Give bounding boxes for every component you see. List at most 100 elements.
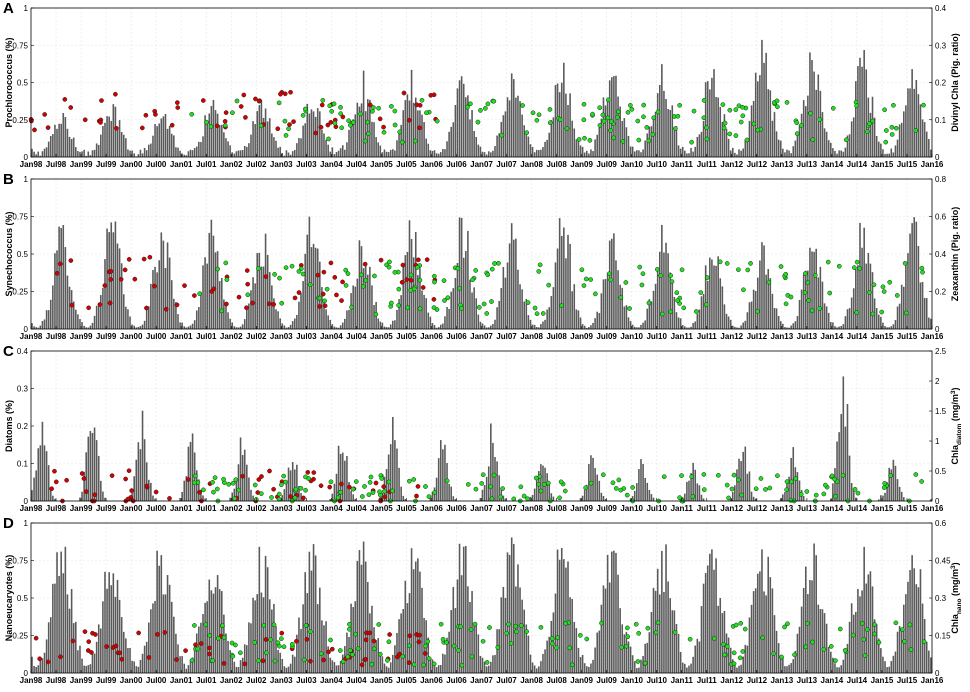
x-tick-label: Jul98 bbox=[46, 504, 67, 513]
data-bar bbox=[767, 556, 770, 673]
y-tick-label-left: 0.75 bbox=[12, 41, 28, 50]
data-bar bbox=[135, 666, 138, 673]
data-bar bbox=[581, 146, 584, 157]
data-bar bbox=[892, 655, 895, 673]
data-bar bbox=[704, 573, 707, 673]
data-point-green bbox=[432, 273, 437, 279]
data-point-red bbox=[377, 116, 383, 122]
data-bar bbox=[625, 631, 628, 673]
data-bar bbox=[162, 116, 165, 157]
data-bar bbox=[266, 121, 269, 157]
data-bar bbox=[233, 326, 236, 329]
data-bar bbox=[861, 247, 863, 329]
data-point-green bbox=[813, 492, 819, 498]
data-bar bbox=[467, 586, 469, 673]
data-bar bbox=[373, 122, 375, 157]
data-bar bbox=[139, 659, 142, 673]
data-bar bbox=[189, 441, 192, 501]
data-point-green bbox=[370, 490, 376, 495]
data-bar bbox=[909, 570, 911, 673]
data-point-green bbox=[236, 487, 242, 493]
data-point-green bbox=[637, 264, 643, 270]
data-bar bbox=[923, 122, 926, 157]
x-tick-label: Jan16 bbox=[921, 332, 944, 341]
data-point-red bbox=[98, 120, 103, 125]
data-bar bbox=[671, 105, 674, 157]
data-bar bbox=[915, 584, 918, 673]
x-tick-label: Jan08 bbox=[520, 504, 543, 513]
data-point-green bbox=[455, 266, 461, 271]
data-bar bbox=[396, 632, 398, 673]
data-bar bbox=[79, 319, 81, 329]
data-bar bbox=[542, 321, 544, 329]
data-bar bbox=[629, 498, 632, 501]
data-bar bbox=[110, 585, 113, 673]
data-bar bbox=[235, 666, 238, 673]
data-point-green bbox=[871, 282, 877, 288]
data-bar bbox=[711, 549, 713, 673]
data-bar bbox=[385, 151, 388, 157]
data-point-green bbox=[377, 651, 383, 657]
x-tick-label: Jul05 bbox=[396, 676, 417, 685]
data-point-green bbox=[920, 269, 925, 275]
data-point-green bbox=[921, 102, 926, 108]
data-bar bbox=[467, 95, 469, 157]
data-bar bbox=[229, 145, 231, 157]
data-bar bbox=[880, 648, 882, 673]
data-bar bbox=[857, 265, 859, 329]
y-axis-label-right: Zeaxanthin (Pig. ratio) bbox=[950, 207, 960, 302]
data-point-green bbox=[396, 286, 402, 292]
data-point-green bbox=[326, 136, 331, 142]
data-bar bbox=[154, 266, 156, 329]
data-bar bbox=[888, 327, 890, 329]
data-point-green bbox=[281, 644, 287, 650]
x-tick-label: Jan07 bbox=[470, 676, 493, 685]
data-point-red bbox=[45, 659, 51, 665]
data-bar bbox=[439, 440, 442, 501]
data-bar bbox=[702, 498, 705, 501]
data-bar bbox=[125, 138, 127, 157]
data-bar bbox=[504, 597, 507, 673]
data-bar bbox=[206, 263, 208, 329]
data-bar bbox=[604, 105, 607, 157]
data-point-green bbox=[872, 631, 877, 637]
data-point-red bbox=[109, 473, 115, 478]
data-bar bbox=[45, 147, 48, 157]
data-bar bbox=[150, 143, 152, 157]
y-tick-label-left: 0.25 bbox=[12, 288, 28, 297]
data-point-green bbox=[303, 487, 308, 493]
data-bar bbox=[600, 293, 603, 329]
data-bar bbox=[921, 281, 924, 329]
data-point-green bbox=[913, 128, 919, 133]
data-bar bbox=[890, 661, 893, 673]
data-bar bbox=[721, 286, 724, 329]
data-bar bbox=[913, 568, 916, 673]
data-bar bbox=[669, 272, 671, 329]
data-bar bbox=[865, 263, 868, 329]
x-tick-label: Jan03 bbox=[270, 160, 293, 169]
y-tick-label-left: 0.75 bbox=[12, 213, 28, 222]
data-bar bbox=[248, 303, 250, 329]
data-bar bbox=[120, 617, 123, 673]
data-bar bbox=[252, 495, 254, 501]
data-bar bbox=[237, 327, 240, 329]
data-bar bbox=[788, 664, 790, 673]
data-point-green bbox=[687, 636, 693, 642]
data-point-green bbox=[419, 97, 425, 103]
data-point-green bbox=[888, 473, 894, 478]
data-bar bbox=[360, 103, 363, 157]
data-bar bbox=[223, 132, 225, 157]
data-point-green bbox=[731, 661, 737, 667]
data-bar bbox=[759, 571, 761, 673]
data-bar bbox=[579, 317, 582, 329]
data-point-green bbox=[921, 639, 927, 645]
data-bar bbox=[41, 421, 44, 501]
data-bar bbox=[930, 318, 932, 329]
data-bar bbox=[679, 148, 682, 157]
data-bar bbox=[880, 495, 882, 501]
y-tick-label-left: 1 bbox=[24, 519, 29, 528]
data-bar bbox=[243, 319, 246, 329]
data-bar bbox=[696, 313, 699, 329]
data-bar bbox=[72, 301, 75, 329]
data-bar bbox=[264, 233, 267, 329]
